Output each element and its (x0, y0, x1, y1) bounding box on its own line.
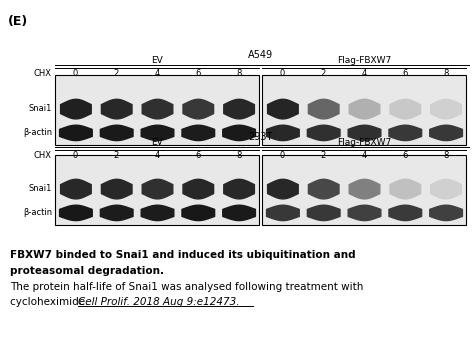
Text: 0: 0 (280, 69, 285, 77)
Text: Snai1: Snai1 (28, 104, 52, 113)
Text: 6: 6 (402, 151, 408, 159)
Text: Flag-FBXW7: Flag-FBXW7 (337, 56, 391, 65)
Text: β-actin: β-actin (23, 208, 52, 217)
Text: Cell Prolif. 2018 Aug 9:e12473.: Cell Prolif. 2018 Aug 9:e12473. (78, 297, 239, 307)
Text: cycloheximide.: cycloheximide. (10, 297, 92, 307)
Text: CHX: CHX (34, 151, 52, 159)
Bar (262, 155, 466, 225)
Bar (55, 75, 259, 145)
Text: 6: 6 (402, 69, 408, 77)
Text: Snai1: Snai1 (28, 184, 52, 193)
Text: 4: 4 (361, 151, 366, 159)
Text: 8: 8 (443, 69, 448, 77)
Text: β-actin: β-actin (23, 128, 52, 137)
Text: 2: 2 (320, 69, 326, 77)
Text: 4: 4 (155, 69, 160, 77)
Bar (262, 75, 466, 145)
Text: CHX: CHX (34, 69, 52, 77)
Text: EV: EV (151, 138, 163, 147)
Text: 8: 8 (443, 151, 448, 159)
Text: A549: A549 (248, 50, 273, 60)
Text: 6: 6 (195, 151, 201, 159)
Text: 2: 2 (114, 151, 119, 159)
Text: 4: 4 (155, 151, 160, 159)
Text: EV: EV (151, 56, 163, 65)
Text: 2: 2 (114, 69, 119, 77)
Text: 0: 0 (73, 151, 78, 159)
Text: The protein half-life of Snai1 was analysed following treatment with: The protein half-life of Snai1 was analy… (10, 282, 364, 292)
Text: 0: 0 (280, 151, 285, 159)
Text: 0: 0 (73, 69, 78, 77)
Bar (55, 155, 259, 225)
Text: 2: 2 (320, 151, 326, 159)
Text: Flag-FBXW7: Flag-FBXW7 (337, 138, 391, 147)
Text: 8: 8 (236, 151, 241, 159)
Text: 4: 4 (361, 69, 366, 77)
Text: (E): (E) (8, 15, 28, 28)
Text: FBXW7 binded to Snai1 and induced its ubiquitination and: FBXW7 binded to Snai1 and induced its ub… (10, 250, 356, 260)
Text: 293T: 293T (248, 132, 273, 142)
Text: 6: 6 (195, 69, 201, 77)
Text: 8: 8 (236, 69, 241, 77)
Text: proteasomal degradation.: proteasomal degradation. (10, 266, 164, 276)
